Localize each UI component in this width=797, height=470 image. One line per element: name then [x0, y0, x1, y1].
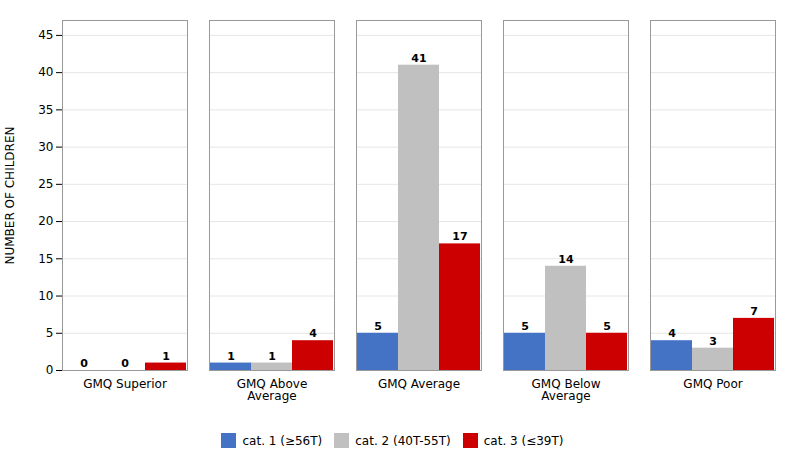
svg-text:35: 35	[38, 103, 53, 117]
svg-text:0: 0	[46, 363, 54, 377]
svg-text:0: 0	[80, 357, 88, 370]
svg-text:7: 7	[750, 305, 758, 318]
svg-text:5: 5	[521, 320, 529, 333]
svg-text:15: 15	[38, 252, 53, 266]
svg-text:1: 1	[162, 350, 170, 363]
svg-text:30: 30	[38, 140, 53, 154]
svg-text:4: 4	[668, 327, 676, 340]
html-text:cat. 2 (40T-55T): cat. 2 (40T-55T)	[355, 433, 451, 448]
svg-text:1: 1	[227, 350, 235, 363]
svg-text:5: 5	[46, 326, 54, 340]
svg-text:GMQ AboveAverage: GMQ AboveAverage	[237, 377, 308, 403]
html-text:cat. 1 (≥56T): cat. 1 (≥56T)	[242, 433, 323, 448]
svg-text:10: 10	[38, 289, 53, 303]
svg-text:14: 14	[558, 253, 574, 266]
svg-text:3: 3	[709, 335, 717, 348]
svg-text:GMQ Average: GMQ Average	[378, 377, 460, 391]
svg-text:NUMBER OF CHILDREN: NUMBER OF CHILDREN	[3, 126, 17, 264]
svg-text:5: 5	[603, 320, 611, 333]
svg-text:GMQ Superior: GMQ Superior	[83, 377, 167, 391]
svg-text:40: 40	[38, 65, 53, 79]
svg-text:4: 4	[309, 327, 317, 340]
svg-text:0: 0	[121, 357, 129, 370]
svg-text:41: 41	[411, 52, 426, 65]
svg-text:5: 5	[374, 320, 382, 333]
svg-text:GMQ Poor: GMQ Poor	[683, 377, 742, 391]
svg-text:GMQ BelowAverage: GMQ BelowAverage	[531, 377, 600, 403]
svg-text:17: 17	[452, 230, 467, 243]
html-text:cat. 3 (≤39T): cat. 3 (≤39T)	[483, 433, 564, 448]
svg-text:25: 25	[38, 177, 53, 191]
svg-text:45: 45	[38, 28, 53, 42]
svg-text:20: 20	[38, 214, 53, 228]
svg-text:1: 1	[268, 350, 276, 363]
